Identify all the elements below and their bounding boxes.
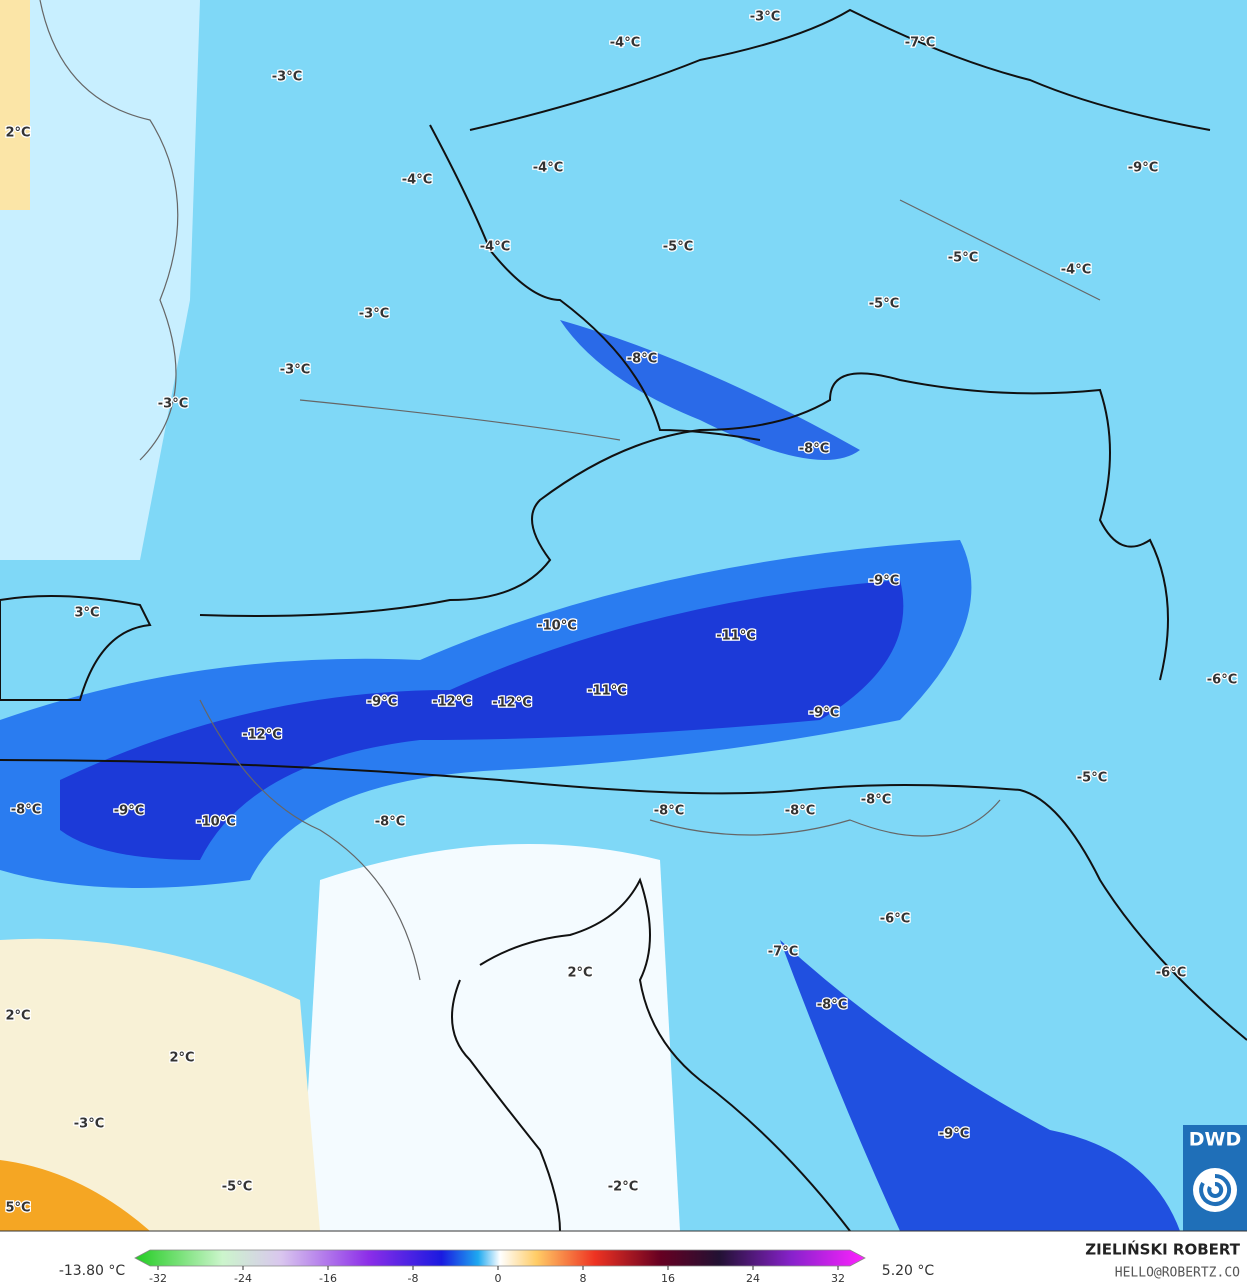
temperature-label: -4°C <box>610 36 640 51</box>
light-region <box>300 844 680 1231</box>
temperature-label: -9°C <box>869 574 899 589</box>
author: ZIELIŃSKI ROBERT <box>1085 1240 1240 1259</box>
temperature-label: -5°C <box>1077 771 1107 786</box>
temperature-label: -4°C <box>533 161 563 176</box>
temperature-label: -6°C <box>1207 673 1237 688</box>
border <box>0 595 152 701</box>
temperature-label: -8°C <box>627 352 657 367</box>
cold-band <box>780 940 1180 1231</box>
temperature-label: -12°C <box>492 696 532 711</box>
border <box>0 759 1247 1041</box>
temperature-label: -2°C <box>608 1180 638 1195</box>
temperature-label: 5°C <box>5 1201 30 1216</box>
colorbar-tick-label: -8 <box>408 1272 419 1285</box>
temperature-label: -9°C <box>367 695 397 710</box>
temperature-label: -8°C <box>817 998 847 1013</box>
temperature-label: -3°C <box>74 1117 104 1132</box>
map-area <box>0 0 1247 1232</box>
map-labels: -3°C -4°C -7°C -3°C 2°C -4°C -4°C -9°C -4°C -5°C -… <box>4 8 1238 1217</box>
temperature-label: -5°C <box>869 297 899 312</box>
border <box>469 8 1211 131</box>
temperature-label: -9°C <box>809 706 839 721</box>
light-region <box>0 0 200 560</box>
temperature-label: 2°C <box>169 1051 194 1066</box>
temperature-label: -4°C <box>1061 263 1091 278</box>
cold-band <box>560 320 860 460</box>
temperature-label: -11°C <box>587 684 627 699</box>
colorbar-tick-label: 0 <box>495 1272 502 1285</box>
border <box>199 372 1169 681</box>
coastline <box>451 979 561 1232</box>
colorbar-tick-label: -24 <box>234 1272 252 1285</box>
warm-region <box>0 0 30 210</box>
temperature-label: -5°C <box>948 251 978 266</box>
region-border <box>39 0 1101 981</box>
temperature-label: -8°C <box>785 804 815 819</box>
temperature-label: -8°C <box>654 804 684 819</box>
temperature-label: -7°C <box>905 36 935 51</box>
temperature-label: 2°C <box>567 966 592 981</box>
logo-text: DWD <box>1189 1129 1242 1151</box>
temperature-label: -3°C <box>359 307 389 322</box>
temperature-label: -8°C <box>861 793 891 808</box>
warm-region <box>0 1160 150 1231</box>
logo: DWD <box>1183 1125 1247 1231</box>
temperature-label: -7°C <box>768 945 798 960</box>
temperature-label: -5°C <box>222 1180 252 1195</box>
coastline <box>479 877 851 1232</box>
temperature-label: -3°C <box>272 70 302 85</box>
temperature-label: -5°C <box>663 240 693 255</box>
temperature-label: -6°C <box>1156 966 1186 981</box>
colorbar-tick-label: -32 <box>149 1272 167 1285</box>
temperature-label: -9°C <box>939 1127 969 1142</box>
temperature-label: -4°C <box>480 240 510 255</box>
logo-swirl <box>1199 1173 1232 1206</box>
email: HELLO@ROBERTZ.CO <box>1115 1266 1240 1281</box>
temperature-label: 3°C <box>74 606 99 621</box>
colorbar-max: 5.20 °C <box>882 1263 935 1279</box>
temperature-label: -12°C <box>432 695 472 710</box>
temperature-label: -9°C <box>114 804 144 819</box>
temperature-label: -8°C <box>799 442 829 457</box>
temperature-label: -10°C <box>537 619 577 634</box>
temperature-label: -12°C <box>242 728 282 743</box>
temperature-label: -3°C <box>280 363 310 378</box>
temperature-label: -3°C <box>158 397 188 412</box>
temperature-label: -9°C <box>1128 161 1158 176</box>
temperature-label: -10°C <box>196 815 236 830</box>
temperature-label: -8°C <box>11 803 41 818</box>
colorbar-tick-label: 24 <box>746 1272 760 1285</box>
temperature-label: -6°C <box>880 912 910 927</box>
colorbar-tick-label: 16 <box>661 1272 675 1285</box>
temperature-label: -4°C <box>402 173 432 188</box>
colorbar-min: -13.80 °C <box>59 1263 126 1279</box>
temperature-label: -8°C <box>375 815 405 830</box>
temperature-label: 2°C <box>5 126 30 141</box>
colorbar-tick-label: 32 <box>831 1272 845 1285</box>
temperature-label: -11°C <box>716 629 756 644</box>
border <box>429 124 761 441</box>
warm-region <box>0 938 320 1231</box>
cold-core <box>60 580 904 860</box>
colorbar <box>134 1249 866 1267</box>
temperature-label: 2°C <box>5 1009 30 1024</box>
temperature-label: -3°C <box>750 10 780 25</box>
colorbar-tick-label: -16 <box>319 1272 337 1285</box>
colorbar-tick-label: 8 <box>580 1272 587 1285</box>
